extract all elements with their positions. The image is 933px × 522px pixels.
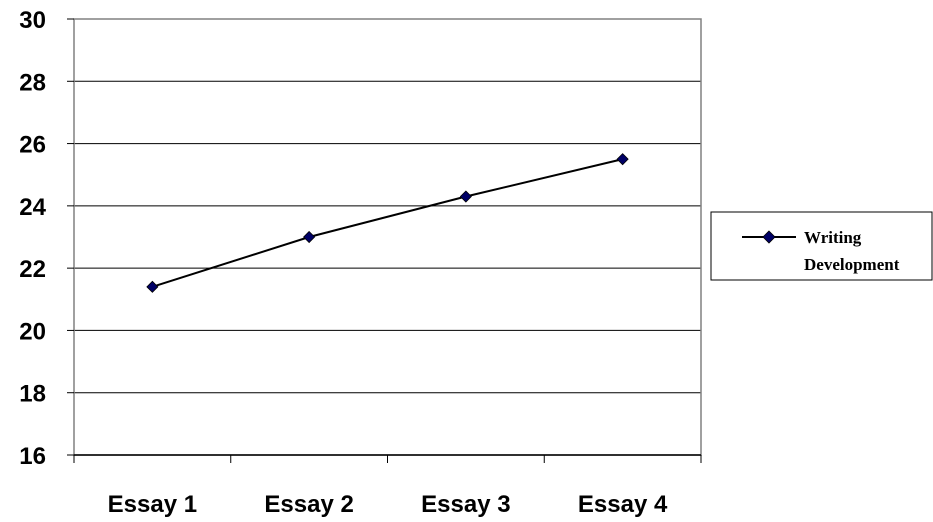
y-tick-label: 28 xyxy=(19,69,46,96)
legend-label-line2: Development xyxy=(804,255,900,274)
x-tick-label: Essay 3 xyxy=(421,491,510,518)
y-tick-label: 18 xyxy=(19,381,46,408)
data-point-marker xyxy=(147,281,158,292)
data-point-marker xyxy=(460,191,471,202)
y-tick-label: 30 xyxy=(19,7,46,34)
x-tick-label: Essay 1 xyxy=(108,491,197,518)
plot-area-border xyxy=(74,19,701,455)
x-tick-label: Essay 4 xyxy=(578,491,668,518)
y-tick-label: 22 xyxy=(19,256,46,283)
y-tick-label: 20 xyxy=(19,318,46,345)
x-axis: Essay 1 Essay 2 Essay 3 Essay 4 xyxy=(74,455,701,518)
gridlines xyxy=(74,19,701,393)
y-axis: 16 18 20 22 24 26 28 30 xyxy=(19,7,74,470)
y-tick-label: 26 xyxy=(19,132,46,159)
y-tick-label: 16 xyxy=(19,443,46,470)
y-tick-label: 24 xyxy=(19,194,46,221)
series-writing-development xyxy=(147,154,628,293)
legend: Writing Development xyxy=(711,212,932,280)
data-point-marker xyxy=(304,232,315,243)
data-point-marker xyxy=(617,154,628,165)
legend-label-line1: Writing xyxy=(804,228,862,247)
x-tick-label: Essay 2 xyxy=(264,491,353,518)
